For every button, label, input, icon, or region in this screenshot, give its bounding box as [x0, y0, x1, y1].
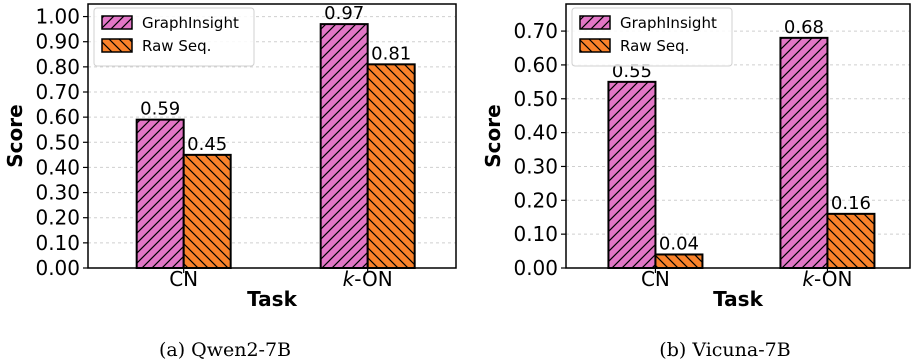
panel-caption: (a) Qwen2-7B	[159, 339, 291, 361]
x-tick-label: k-ON	[343, 267, 393, 291]
y-tick-label: 0.20	[35, 206, 80, 230]
data-label: 0.59	[140, 99, 180, 120]
y-tick-label: 0.80	[35, 55, 80, 79]
y-tick-label: 1.00	[35, 5, 80, 29]
y-tick-label: 0.70	[513, 19, 558, 43]
y-tick-label: 0.20	[513, 188, 558, 212]
y-tick-label: 0.50	[513, 87, 558, 111]
bar-graphinsight	[319, 23, 369, 269]
y-axis-label: Score	[3, 104, 27, 167]
x-axis-label: Task	[247, 287, 297, 311]
data-label: 0.45	[187, 134, 227, 155]
y-tick-label: 0.10	[513, 222, 558, 246]
legend-label-graphinsight: GraphInsight	[142, 14, 239, 32]
y-tick-label: 0.10	[35, 231, 80, 255]
plot-frame	[87, 3, 457, 269]
y-tick-label: 0.30	[513, 154, 558, 178]
data-label: 0.81	[371, 43, 411, 64]
legend: GraphInsight Raw Seq.	[93, 7, 255, 67]
y-tick-label: 0.60	[35, 105, 80, 129]
legend-label-raw-seq: Raw Seq.	[620, 37, 689, 55]
bar-graphinsight	[607, 80, 657, 269]
y-tick-label: 0.90	[35, 30, 80, 54]
bar-raw-seq	[366, 63, 416, 270]
legend-label-raw-seq: Raw Seq.	[142, 37, 211, 55]
legend: GraphInsight Raw Seq.	[571, 7, 733, 67]
legend-swatch-graphinsight	[579, 15, 611, 30]
legend-label-graphinsight: GraphInsight	[620, 14, 717, 32]
x-tick-label: CN	[169, 267, 198, 291]
chart-panel-1: 0.000.100.200.300.400.500.600.700.800.90…	[3, 3, 457, 361]
bar-graphinsight	[135, 118, 185, 269]
plot-frame	[565, 3, 911, 269]
y-tick-label: 0.60	[513, 53, 558, 77]
legend-swatch-raw-seq	[579, 38, 611, 53]
data-label: 0.16	[831, 193, 871, 214]
bar-raw-seq	[826, 212, 876, 270]
x-tick-label: k-ON	[802, 267, 852, 291]
chart-panel-2: 0.000.100.200.300.400.500.600.700.550.04…	[481, 3, 911, 361]
data-label: 0.97	[324, 3, 364, 24]
data-label: 0.68	[784, 17, 824, 38]
y-tick-label: 0.40	[513, 121, 558, 145]
y-tick-label: 0.50	[35, 130, 80, 154]
x-axis-label: Task	[713, 287, 763, 311]
legend-box	[93, 7, 255, 67]
panel-caption: (b) Vicuna-7B	[659, 339, 790, 361]
y-axis-label: Score	[481, 104, 505, 167]
legend-box	[571, 7, 733, 67]
y-tick-label: 0.30	[35, 181, 80, 205]
y-tick-label: 0.40	[35, 155, 80, 179]
legend-swatch-raw-seq	[101, 38, 133, 53]
y-tick-label: 0.00	[35, 256, 80, 280]
bar-raw-seq	[182, 153, 232, 270]
bar-graphinsight	[779, 36, 829, 269]
x-tick-label: CN	[641, 267, 670, 291]
y-tick-label: 0.00	[513, 256, 558, 280]
data-label: 0.04	[659, 233, 699, 254]
legend-swatch-graphinsight	[101, 15, 133, 30]
y-tick-label: 0.70	[35, 80, 80, 104]
bar-raw-seq	[654, 253, 704, 269]
